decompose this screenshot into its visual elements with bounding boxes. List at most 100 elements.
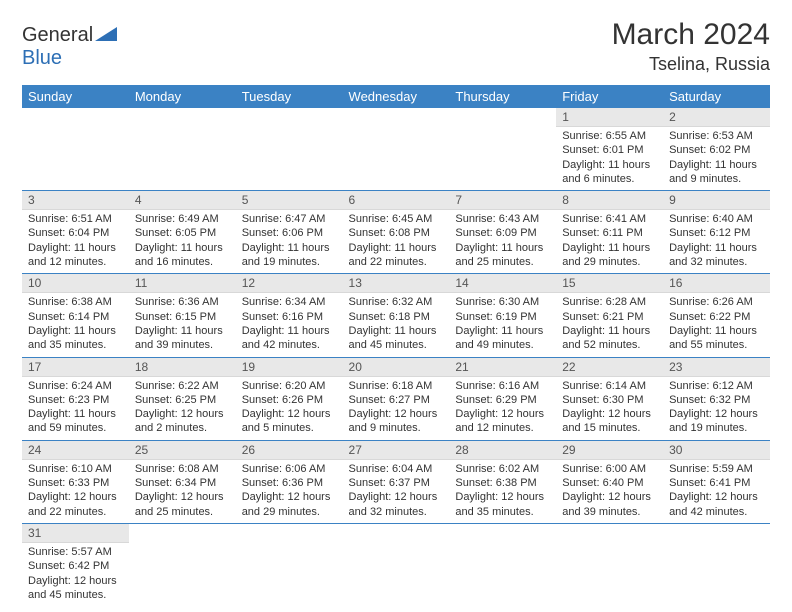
calendar-cell — [343, 523, 450, 606]
cell-body: Sunrise: 6:32 AMSunset: 6:18 PMDaylight:… — [343, 293, 450, 356]
calendar-cell — [449, 108, 556, 191]
daynum: 11 — [129, 274, 236, 293]
calendar-cell: 31Sunrise: 5:57 AMSunset: 6:42 PMDayligh… — [22, 523, 129, 606]
daynum: 2 — [663, 108, 770, 127]
daynum: 6 — [343, 191, 450, 210]
calendar-cell: 9Sunrise: 6:40 AMSunset: 6:12 PMDaylight… — [663, 191, 770, 274]
calendar-cell: 16Sunrise: 6:26 AMSunset: 6:22 PMDayligh… — [663, 274, 770, 357]
cell-body: Sunrise: 6:53 AMSunset: 6:02 PMDaylight:… — [663, 127, 770, 190]
cell-body: Sunrise: 6:38 AMSunset: 6:14 PMDaylight:… — [22, 293, 129, 356]
cell-body: Sunrise: 6:28 AMSunset: 6:21 PMDaylight:… — [556, 293, 663, 356]
cell-body: Sunrise: 6:02 AMSunset: 6:38 PMDaylight:… — [449, 460, 556, 523]
calendar-cell: 19Sunrise: 6:20 AMSunset: 6:26 PMDayligh… — [236, 357, 343, 440]
cell-body: Sunrise: 6:12 AMSunset: 6:32 PMDaylight:… — [663, 377, 770, 440]
daynum-empty — [236, 108, 343, 126]
daynum: 5 — [236, 191, 343, 210]
daynum-empty — [343, 108, 450, 126]
calendar-cell — [236, 108, 343, 191]
calendar-week-row: 17Sunrise: 6:24 AMSunset: 6:23 PMDayligh… — [22, 357, 770, 440]
calendar-cell: 6Sunrise: 6:45 AMSunset: 6:08 PMDaylight… — [343, 191, 450, 274]
daynum: 17 — [22, 358, 129, 377]
cell-body: Sunrise: 6:10 AMSunset: 6:33 PMDaylight:… — [22, 460, 129, 523]
daynum: 10 — [22, 274, 129, 293]
logo-triangle-icon — [95, 27, 117, 41]
cell-body: Sunrise: 6:40 AMSunset: 6:12 PMDaylight:… — [663, 210, 770, 273]
weekday-header: Monday — [129, 85, 236, 108]
calendar-cell: 21Sunrise: 6:16 AMSunset: 6:29 PMDayligh… — [449, 357, 556, 440]
daynum: 26 — [236, 441, 343, 460]
cell-body: Sunrise: 6:43 AMSunset: 6:09 PMDaylight:… — [449, 210, 556, 273]
weekday-header: Wednesday — [343, 85, 450, 108]
daynum-empty — [449, 524, 556, 542]
cell-body: Sunrise: 6:06 AMSunset: 6:36 PMDaylight:… — [236, 460, 343, 523]
calendar-cell: 30Sunrise: 5:59 AMSunset: 6:41 PMDayligh… — [663, 440, 770, 523]
calendar-cell: 7Sunrise: 6:43 AMSunset: 6:09 PMDaylight… — [449, 191, 556, 274]
calendar-cell: 14Sunrise: 6:30 AMSunset: 6:19 PMDayligh… — [449, 274, 556, 357]
calendar-cell: 25Sunrise: 6:08 AMSunset: 6:34 PMDayligh… — [129, 440, 236, 523]
calendar-cell: 15Sunrise: 6:28 AMSunset: 6:21 PMDayligh… — [556, 274, 663, 357]
cell-body: Sunrise: 6:00 AMSunset: 6:40 PMDaylight:… — [556, 460, 663, 523]
cell-body: Sunrise: 5:59 AMSunset: 6:41 PMDaylight:… — [663, 460, 770, 523]
cell-body: Sunrise: 6:04 AMSunset: 6:37 PMDaylight:… — [343, 460, 450, 523]
daynum: 28 — [449, 441, 556, 460]
calendar-week-row: 3Sunrise: 6:51 AMSunset: 6:04 PMDaylight… — [22, 191, 770, 274]
logo-text: General Blue — [22, 24, 117, 70]
daynum: 31 — [22, 524, 129, 543]
cell-body: Sunrise: 6:45 AMSunset: 6:08 PMDaylight:… — [343, 210, 450, 273]
daynum: 18 — [129, 358, 236, 377]
daynum: 16 — [663, 274, 770, 293]
calendar-cell: 13Sunrise: 6:32 AMSunset: 6:18 PMDayligh… — [343, 274, 450, 357]
cell-body: Sunrise: 6:16 AMSunset: 6:29 PMDaylight:… — [449, 377, 556, 440]
calendar-cell: 1Sunrise: 6:55 AMSunset: 6:01 PMDaylight… — [556, 108, 663, 191]
calendar-week-row: 31Sunrise: 5:57 AMSunset: 6:42 PMDayligh… — [22, 523, 770, 606]
cell-body: Sunrise: 5:57 AMSunset: 6:42 PMDaylight:… — [22, 543, 129, 606]
calendar-cell: 3Sunrise: 6:51 AMSunset: 6:04 PMDaylight… — [22, 191, 129, 274]
daynum-empty — [236, 524, 343, 542]
cell-body: Sunrise: 6:18 AMSunset: 6:27 PMDaylight:… — [343, 377, 450, 440]
daynum: 27 — [343, 441, 450, 460]
daynum: 22 — [556, 358, 663, 377]
calendar-cell — [663, 523, 770, 606]
daynum: 30 — [663, 441, 770, 460]
daynum: 19 — [236, 358, 343, 377]
cell-body: Sunrise: 6:51 AMSunset: 6:04 PMDaylight:… — [22, 210, 129, 273]
cell-body: Sunrise: 6:14 AMSunset: 6:30 PMDaylight:… — [556, 377, 663, 440]
calendar-cell — [22, 108, 129, 191]
cell-body: Sunrise: 6:22 AMSunset: 6:25 PMDaylight:… — [129, 377, 236, 440]
daynum-empty — [449, 108, 556, 126]
daynum: 8 — [556, 191, 663, 210]
calendar-head: SundayMondayTuesdayWednesdayThursdayFrid… — [22, 85, 770, 108]
daynum: 25 — [129, 441, 236, 460]
calendar-cell: 10Sunrise: 6:38 AMSunset: 6:14 PMDayligh… — [22, 274, 129, 357]
daynum: 21 — [449, 358, 556, 377]
daynum: 1 — [556, 108, 663, 127]
cell-body: Sunrise: 6:41 AMSunset: 6:11 PMDaylight:… — [556, 210, 663, 273]
logo: General Blue — [22, 24, 117, 70]
daynum-empty — [22, 108, 129, 126]
daynum: 29 — [556, 441, 663, 460]
calendar-cell — [236, 523, 343, 606]
calendar-cell: 22Sunrise: 6:14 AMSunset: 6:30 PMDayligh… — [556, 357, 663, 440]
daynum-empty — [556, 524, 663, 542]
daynum-empty — [343, 524, 450, 542]
daynum: 15 — [556, 274, 663, 293]
calendar-cell — [556, 523, 663, 606]
daynum: 20 — [343, 358, 450, 377]
calendar-cell: 5Sunrise: 6:47 AMSunset: 6:06 PMDaylight… — [236, 191, 343, 274]
cell-body: Sunrise: 6:20 AMSunset: 6:26 PMDaylight:… — [236, 377, 343, 440]
cell-body: Sunrise: 6:36 AMSunset: 6:15 PMDaylight:… — [129, 293, 236, 356]
calendar-cell — [449, 523, 556, 606]
daynum: 12 — [236, 274, 343, 293]
calendar-cell — [343, 108, 450, 191]
calendar-cell — [129, 108, 236, 191]
calendar-cell: 23Sunrise: 6:12 AMSunset: 6:32 PMDayligh… — [663, 357, 770, 440]
weekday-header: Thursday — [449, 85, 556, 108]
logo-text-2: Blue — [22, 47, 62, 69]
daynum: 23 — [663, 358, 770, 377]
calendar-cell: 24Sunrise: 6:10 AMSunset: 6:33 PMDayligh… — [22, 440, 129, 523]
calendar-week-row: 24Sunrise: 6:10 AMSunset: 6:33 PMDayligh… — [22, 440, 770, 523]
page-subtitle: Tselina, Russia — [612, 54, 770, 75]
calendar-week-row: 1Sunrise: 6:55 AMSunset: 6:01 PMDaylight… — [22, 108, 770, 191]
weekday-header: Friday — [556, 85, 663, 108]
weekday-header: Tuesday — [236, 85, 343, 108]
